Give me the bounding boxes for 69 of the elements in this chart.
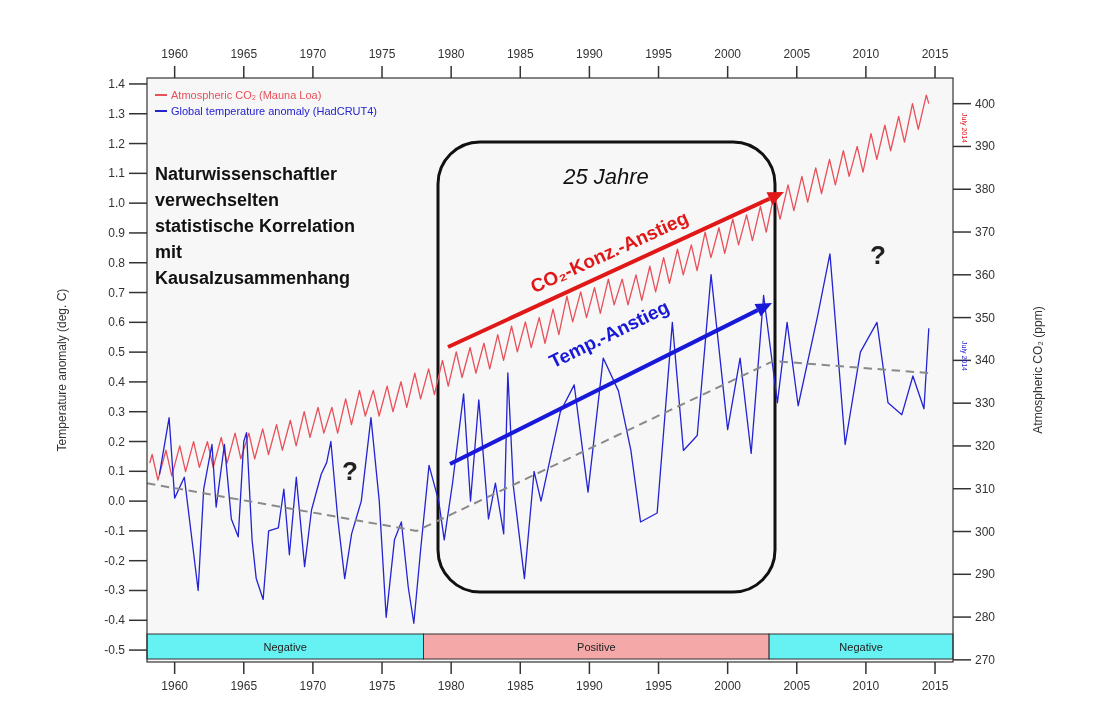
- y2-tick-label: 370: [975, 225, 996, 240]
- x-tick-label: 1965: [230, 679, 258, 693]
- x2-tick-label: 2005: [783, 47, 811, 61]
- x-tick-label: 1975: [368, 679, 396, 693]
- y2-tick-label: 300: [975, 524, 996, 539]
- x2-tick-label: 1995: [645, 47, 673, 61]
- y-tick-label: -0.4: [104, 613, 126, 628]
- y-tick-label: 0.1: [108, 464, 126, 479]
- y2-tick-label: 320: [975, 438, 996, 453]
- annotation: Naturwissenschaftler verwechselten statistische Korrelation mit Kausalzusammenhang: [155, 164, 356, 289]
- y2-axis-title: Atmospheric CO₂ (ppm): [1031, 306, 1045, 434]
- x2-tick-label: 1990: [576, 47, 604, 61]
- x-tick-label: 2005: [783, 679, 811, 693]
- y2-tick-label: 330: [975, 396, 996, 411]
- y2-tick-label: 400: [975, 96, 996, 111]
- y2-tick-label: 310: [975, 481, 996, 496]
- y-tick-label: 1.2: [108, 136, 126, 151]
- legend-label: Global temperature anomaly (HadCRUT4): [171, 105, 378, 117]
- y-tick-label: 0.3: [108, 404, 126, 419]
- y-tick-label: 0.4: [108, 374, 126, 389]
- y-tick-label: 0.5: [108, 345, 126, 360]
- y-tick-label: 0.9: [108, 225, 126, 240]
- x2-tick-label: 2015: [921, 47, 949, 61]
- x2-tick-label: 1975: [368, 47, 396, 61]
- y-tick-label: 0.0: [108, 494, 126, 509]
- x-tick-label: 1995: [645, 679, 673, 693]
- x2-tick-label: 1965: [230, 47, 258, 61]
- x2-tick-label: 2010: [852, 47, 880, 61]
- x-tick-label: 1990: [576, 679, 604, 693]
- x-tick-label: 2015: [921, 679, 949, 693]
- band-label: Negative: [263, 641, 307, 653]
- y2-tick-label: 270: [975, 652, 996, 667]
- x-tick-label: 1970: [299, 679, 327, 693]
- legend-label: Atmospheric CO₂ (Mauna Loa): [171, 89, 322, 101]
- y-axis-title: Temperature anomaly (deg. C): [55, 288, 69, 452]
- y-tick-label: 0.7: [108, 285, 126, 300]
- y-tick-label: 1.0: [108, 196, 126, 211]
- annotation: ?: [870, 240, 886, 270]
- y-tick-label: -0.3: [104, 583, 126, 598]
- band-label: Negative: [839, 641, 883, 653]
- y-tick-label: 1.1: [108, 166, 126, 181]
- x2-tick-label: 1970: [299, 47, 327, 61]
- x-tick-label: 1985: [506, 679, 534, 693]
- x2-tick-label: 1985: [506, 47, 534, 61]
- x2-tick-label: 1960: [161, 47, 189, 61]
- y2-tick-label: 390: [975, 139, 996, 154]
- y-tick-label: 1.4: [108, 76, 126, 91]
- y-tick-label: 0.8: [108, 255, 126, 270]
- x-tick-label: 1980: [437, 679, 465, 693]
- annotation: ?: [342, 456, 358, 486]
- y-tick-label: -0.2: [104, 553, 126, 568]
- y2-tick-label: 340: [975, 353, 996, 368]
- y2-tick-label: 380: [975, 182, 996, 197]
- y2-tick-label: 290: [975, 567, 996, 582]
- band-label: Positive: [577, 641, 616, 653]
- y2-tick-label: 350: [975, 310, 996, 325]
- y2-tick-label: 360: [975, 267, 996, 282]
- y-tick-label: 1.3: [108, 106, 126, 121]
- y-tick-label: -0.1: [104, 523, 126, 538]
- y-tick-label: 0.2: [108, 434, 126, 449]
- x2-tick-label: 1980: [437, 47, 465, 61]
- x-tick-label: 2000: [714, 679, 742, 693]
- x2-tick-label: 2000: [714, 47, 742, 61]
- annotation: 25 Jahre: [562, 164, 649, 189]
- y2-tick-label: 280: [975, 610, 996, 625]
- x-tick-label: 1960: [161, 679, 189, 693]
- x-tick-label: 2010: [852, 679, 880, 693]
- y-tick-label: -0.5: [104, 643, 126, 658]
- y-tick-label: 0.6: [108, 315, 126, 330]
